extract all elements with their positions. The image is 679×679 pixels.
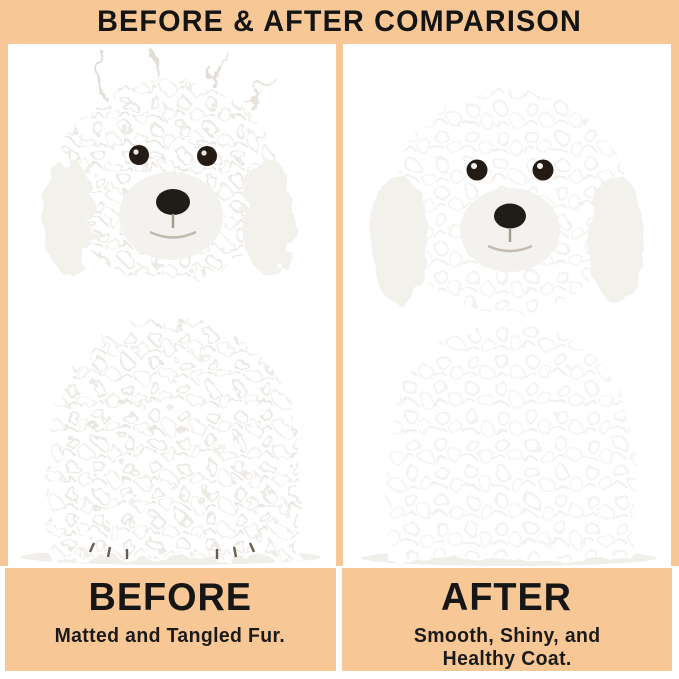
before-dog-photo bbox=[21, 46, 321, 565]
photo-row bbox=[8, 44, 671, 566]
label-row: BEFORE Matted and Tangled Fur. AFTER Smo… bbox=[0, 566, 679, 679]
title-banner: BEFORE & AFTER COMPARISON bbox=[0, 0, 679, 44]
before-dog-claws bbox=[88, 542, 256, 559]
before-label: BEFORE bbox=[88, 576, 252, 619]
after-dog-face bbox=[460, 159, 560, 272]
page-title: BEFORE & AFTER COMPARISON bbox=[97, 5, 582, 38]
before-label-box: BEFORE Matted and Tangled Fur. bbox=[5, 568, 336, 671]
before-dog-face bbox=[119, 145, 223, 260]
before-photo-panel bbox=[8, 44, 336, 566]
before-caption: Matted and Tangled Fur. bbox=[54, 624, 286, 647]
after-label-box: AFTER Smooth, Shiny, and Healthy Coat. bbox=[341, 568, 672, 671]
after-caption: Smooth, Shiny, and Healthy Coat. bbox=[413, 624, 601, 671]
after-label: AFTER bbox=[441, 576, 573, 619]
after-dog-photo bbox=[361, 86, 657, 566]
after-photo-panel bbox=[343, 44, 671, 566]
